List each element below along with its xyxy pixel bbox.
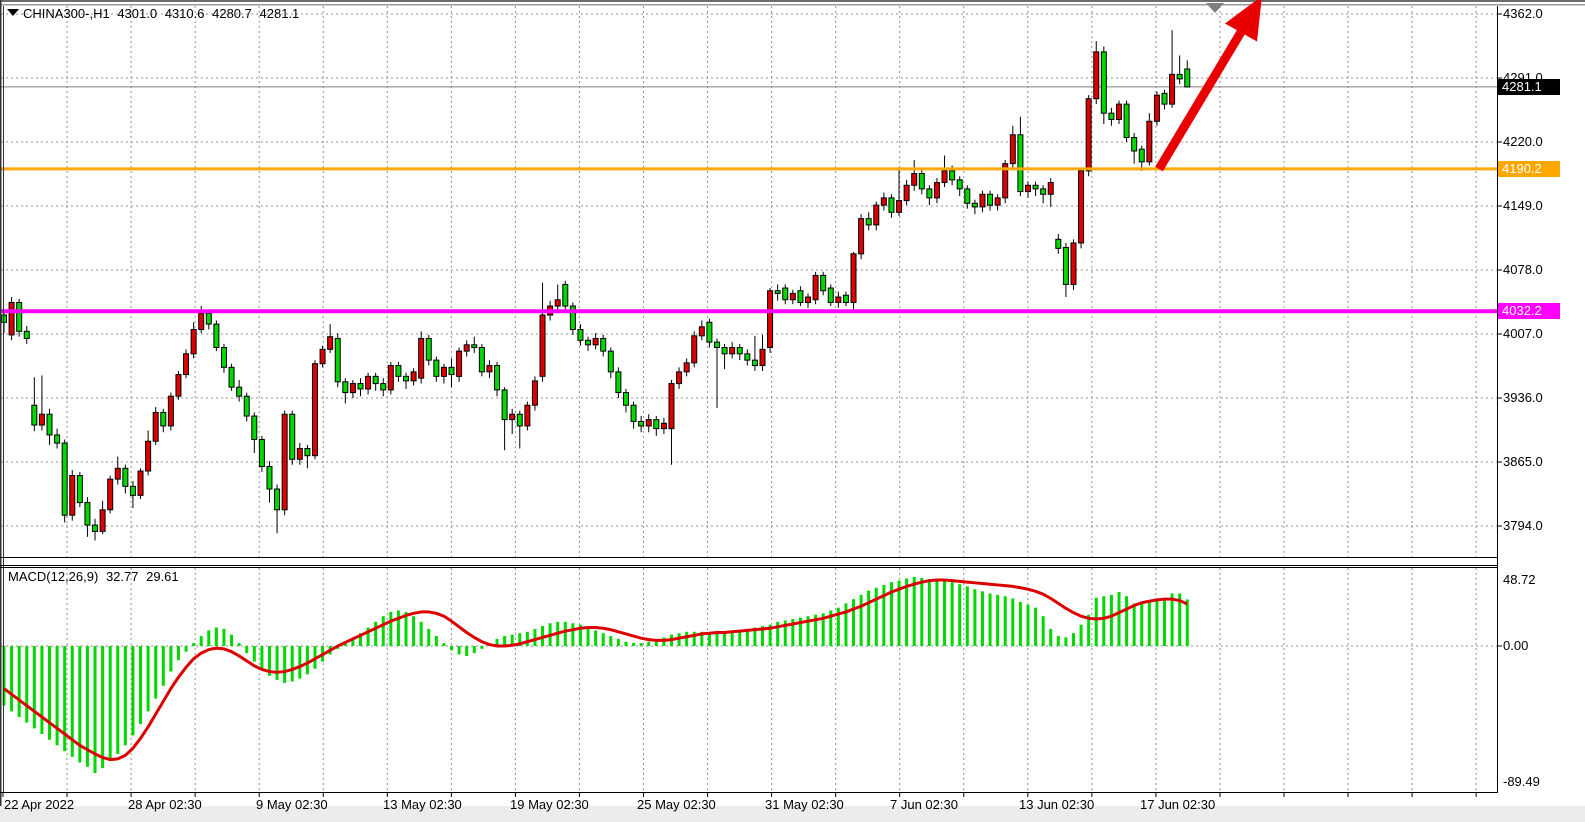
price-axis-label: 4078.0 <box>1503 262 1543 277</box>
high-value: 4310.6 <box>164 6 205 21</box>
time-axis-label: 7 Jun 02:30 <box>890 797 958 812</box>
macd-axis-max-label: 48.72 <box>1503 572 1536 587</box>
macd-label: MACD(12,26,9) <box>8 569 99 584</box>
macd-signal-line <box>3 578 1188 762</box>
time-axis-label: 22 Apr 2022 <box>4 797 75 812</box>
support-price-tag[interactable]: 4032.2 <box>1498 303 1560 320</box>
macd-main-value: 32.77 <box>105 569 139 584</box>
time-axis-label: 13 Jun 02:30 <box>1019 797 1095 812</box>
gridlines <box>1 6 1497 792</box>
time-axis-label: 9 May 02:30 <box>256 797 328 812</box>
macd-header: MACD(12,26,9) 32.77 29.61 <box>8 569 183 584</box>
time-axis-label: 17 Jun 02:30 <box>1140 797 1216 812</box>
chart-header: CHINA300-,H1 4301.0 4310.6 4280.7 4281.1 <box>23 6 303 21</box>
price-axis-label: 4220.0 <box>1503 134 1543 149</box>
symbol-dropdown-icon[interactable] <box>7 9 19 16</box>
price-axis-label: 4362.0 <box>1503 6 1543 21</box>
price-axis-label: 3794.0 <box>1503 518 1543 533</box>
close-value: 4281.1 <box>259 6 300 21</box>
price-axis-label: 4007.0 <box>1503 326 1543 341</box>
open-value: 4301.0 <box>117 6 158 21</box>
low-value: 4280.7 <box>212 6 252 21</box>
bottom-strip <box>0 806 1585 822</box>
macd-axis-zero-label: 0.00 <box>1503 638 1529 653</box>
time-axis-label: 13 May 02:30 <box>383 797 462 812</box>
symbol-period-label: CHINA300-,H1 <box>23 6 110 21</box>
candles-layer <box>1 30 1191 541</box>
trend-arrow[interactable] <box>1155 0 1262 172</box>
macd-signal-value: 29.61 <box>146 569 179 584</box>
time-axis-label: 25 May 02:30 <box>637 797 716 812</box>
time-axis-label: 19 May 02:30 <box>510 797 589 812</box>
resistance-price-tag[interactable]: 4190.2 <box>1498 160 1560 177</box>
price-axis-label: 3865.0 <box>1503 454 1543 469</box>
time-axis-label: 28 Apr 02:30 <box>128 797 202 812</box>
time-axis-label: 31 May 02:30 <box>765 797 844 812</box>
price-axis-label: 3936.0 <box>1503 390 1543 405</box>
scroll-marker-icon[interactable] <box>1206 3 1224 13</box>
macd-layer <box>2 576 1189 774</box>
bid-price-tag: 4281.1 <box>1498 78 1560 95</box>
price-axis-label: 4149.0 <box>1503 198 1543 213</box>
macd-axis-min-label: -89.49 <box>1503 774 1540 789</box>
